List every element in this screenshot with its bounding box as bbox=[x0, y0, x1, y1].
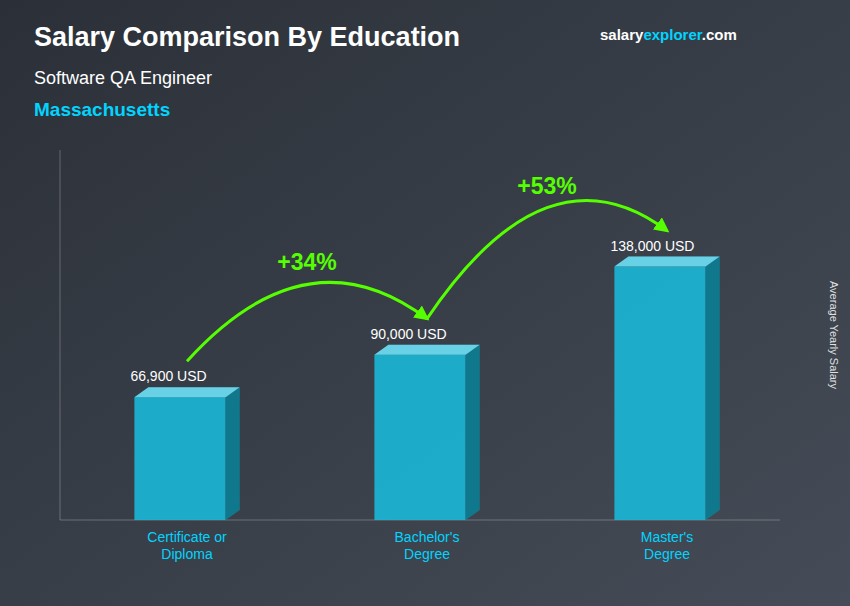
value-label: 90,000 USD bbox=[370, 326, 446, 342]
category-label-line: Bachelor's bbox=[395, 529, 460, 545]
y-axis-label: Average Yearly Salary bbox=[828, 281, 840, 390]
change-arrow bbox=[427, 200, 667, 318]
category-label: Bachelor'sDegree bbox=[395, 529, 460, 562]
value-label: 66,900 USD bbox=[130, 368, 206, 384]
bar-side-face bbox=[706, 257, 720, 520]
bar-top-shine bbox=[374, 345, 479, 355]
category-label: Certificate orDiploma bbox=[147, 529, 227, 562]
category-label-line: Degree bbox=[644, 546, 690, 562]
bar bbox=[134, 397, 225, 520]
bar bbox=[374, 355, 465, 520]
bar-side-shade bbox=[706, 257, 720, 520]
bar-top bbox=[374, 345, 479, 355]
source-part: .com bbox=[702, 26, 737, 43]
category-label-line: Master's bbox=[641, 529, 693, 545]
bars bbox=[134, 257, 719, 520]
bar-top-face bbox=[374, 345, 479, 355]
category-label-line: Diploma bbox=[161, 546, 213, 562]
y-axis-line bbox=[60, 150, 61, 520]
change-label: +53% bbox=[517, 173, 576, 199]
category-label-line: Certificate or bbox=[147, 529, 227, 545]
bar-top-shine bbox=[614, 257, 719, 267]
source: salaryexplorer.com bbox=[600, 26, 737, 43]
bar-top-shine bbox=[134, 387, 239, 397]
category-label: Master'sDegree bbox=[641, 529, 693, 562]
change-label: +34% bbox=[277, 249, 336, 275]
location: Massachusetts bbox=[34, 99, 170, 120]
bar-side-face bbox=[226, 387, 240, 520]
chart: Salary Comparison By Education Software Q… bbox=[0, 0, 850, 606]
bar-top bbox=[614, 257, 719, 267]
bar-side bbox=[226, 387, 240, 520]
source-part: salary bbox=[600, 26, 644, 43]
bar-top-face bbox=[134, 387, 239, 397]
bar-top bbox=[134, 387, 239, 397]
category-label-line: Degree bbox=[404, 546, 450, 562]
bar-top-face bbox=[614, 257, 719, 267]
bar-side bbox=[706, 257, 720, 520]
chart-container: Salary Comparison By Education Software Q… bbox=[0, 0, 850, 606]
value-label: 138,000 USD bbox=[610, 238, 694, 254]
source-part: explorer bbox=[643, 26, 702, 43]
bar-side-face bbox=[466, 345, 480, 520]
bar bbox=[614, 267, 705, 520]
bar-side bbox=[466, 345, 480, 520]
bar-side-shade bbox=[466, 345, 480, 520]
subtitle: Software QA Engineer bbox=[34, 68, 212, 88]
background bbox=[0, 0, 850, 606]
title: Salary Comparison By Education bbox=[34, 22, 460, 52]
bar-side-shade bbox=[226, 387, 240, 520]
change-arrow bbox=[187, 282, 427, 361]
